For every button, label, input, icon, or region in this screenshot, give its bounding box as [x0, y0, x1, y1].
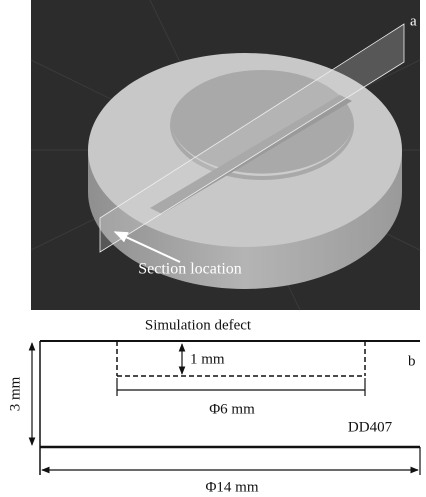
defect-depth: 1 mm — [190, 351, 225, 367]
defect-title: Simulation defect — [145, 317, 252, 333]
defect-diameter: Φ6 mm — [209, 401, 255, 417]
annotation: Section location — [138, 261, 242, 278]
diameter: Φ14 mm — [205, 479, 258, 495]
schematic-panel: Simulation defect 1 mm Φ6 mm b DD407 3 m… — [7, 317, 420, 495]
material: DD407 — [348, 419, 393, 435]
render-panel: a Section location — [31, 0, 420, 310]
panel-label: b — [408, 353, 416, 369]
thickness: 3 mm — [7, 376, 23, 411]
page: a Section location Simulation defect 1 m… — [0, 0, 426, 497]
panel-label: a — [410, 13, 417, 29]
figure: a Section location Simulation defect 1 m… — [0, 0, 426, 497]
